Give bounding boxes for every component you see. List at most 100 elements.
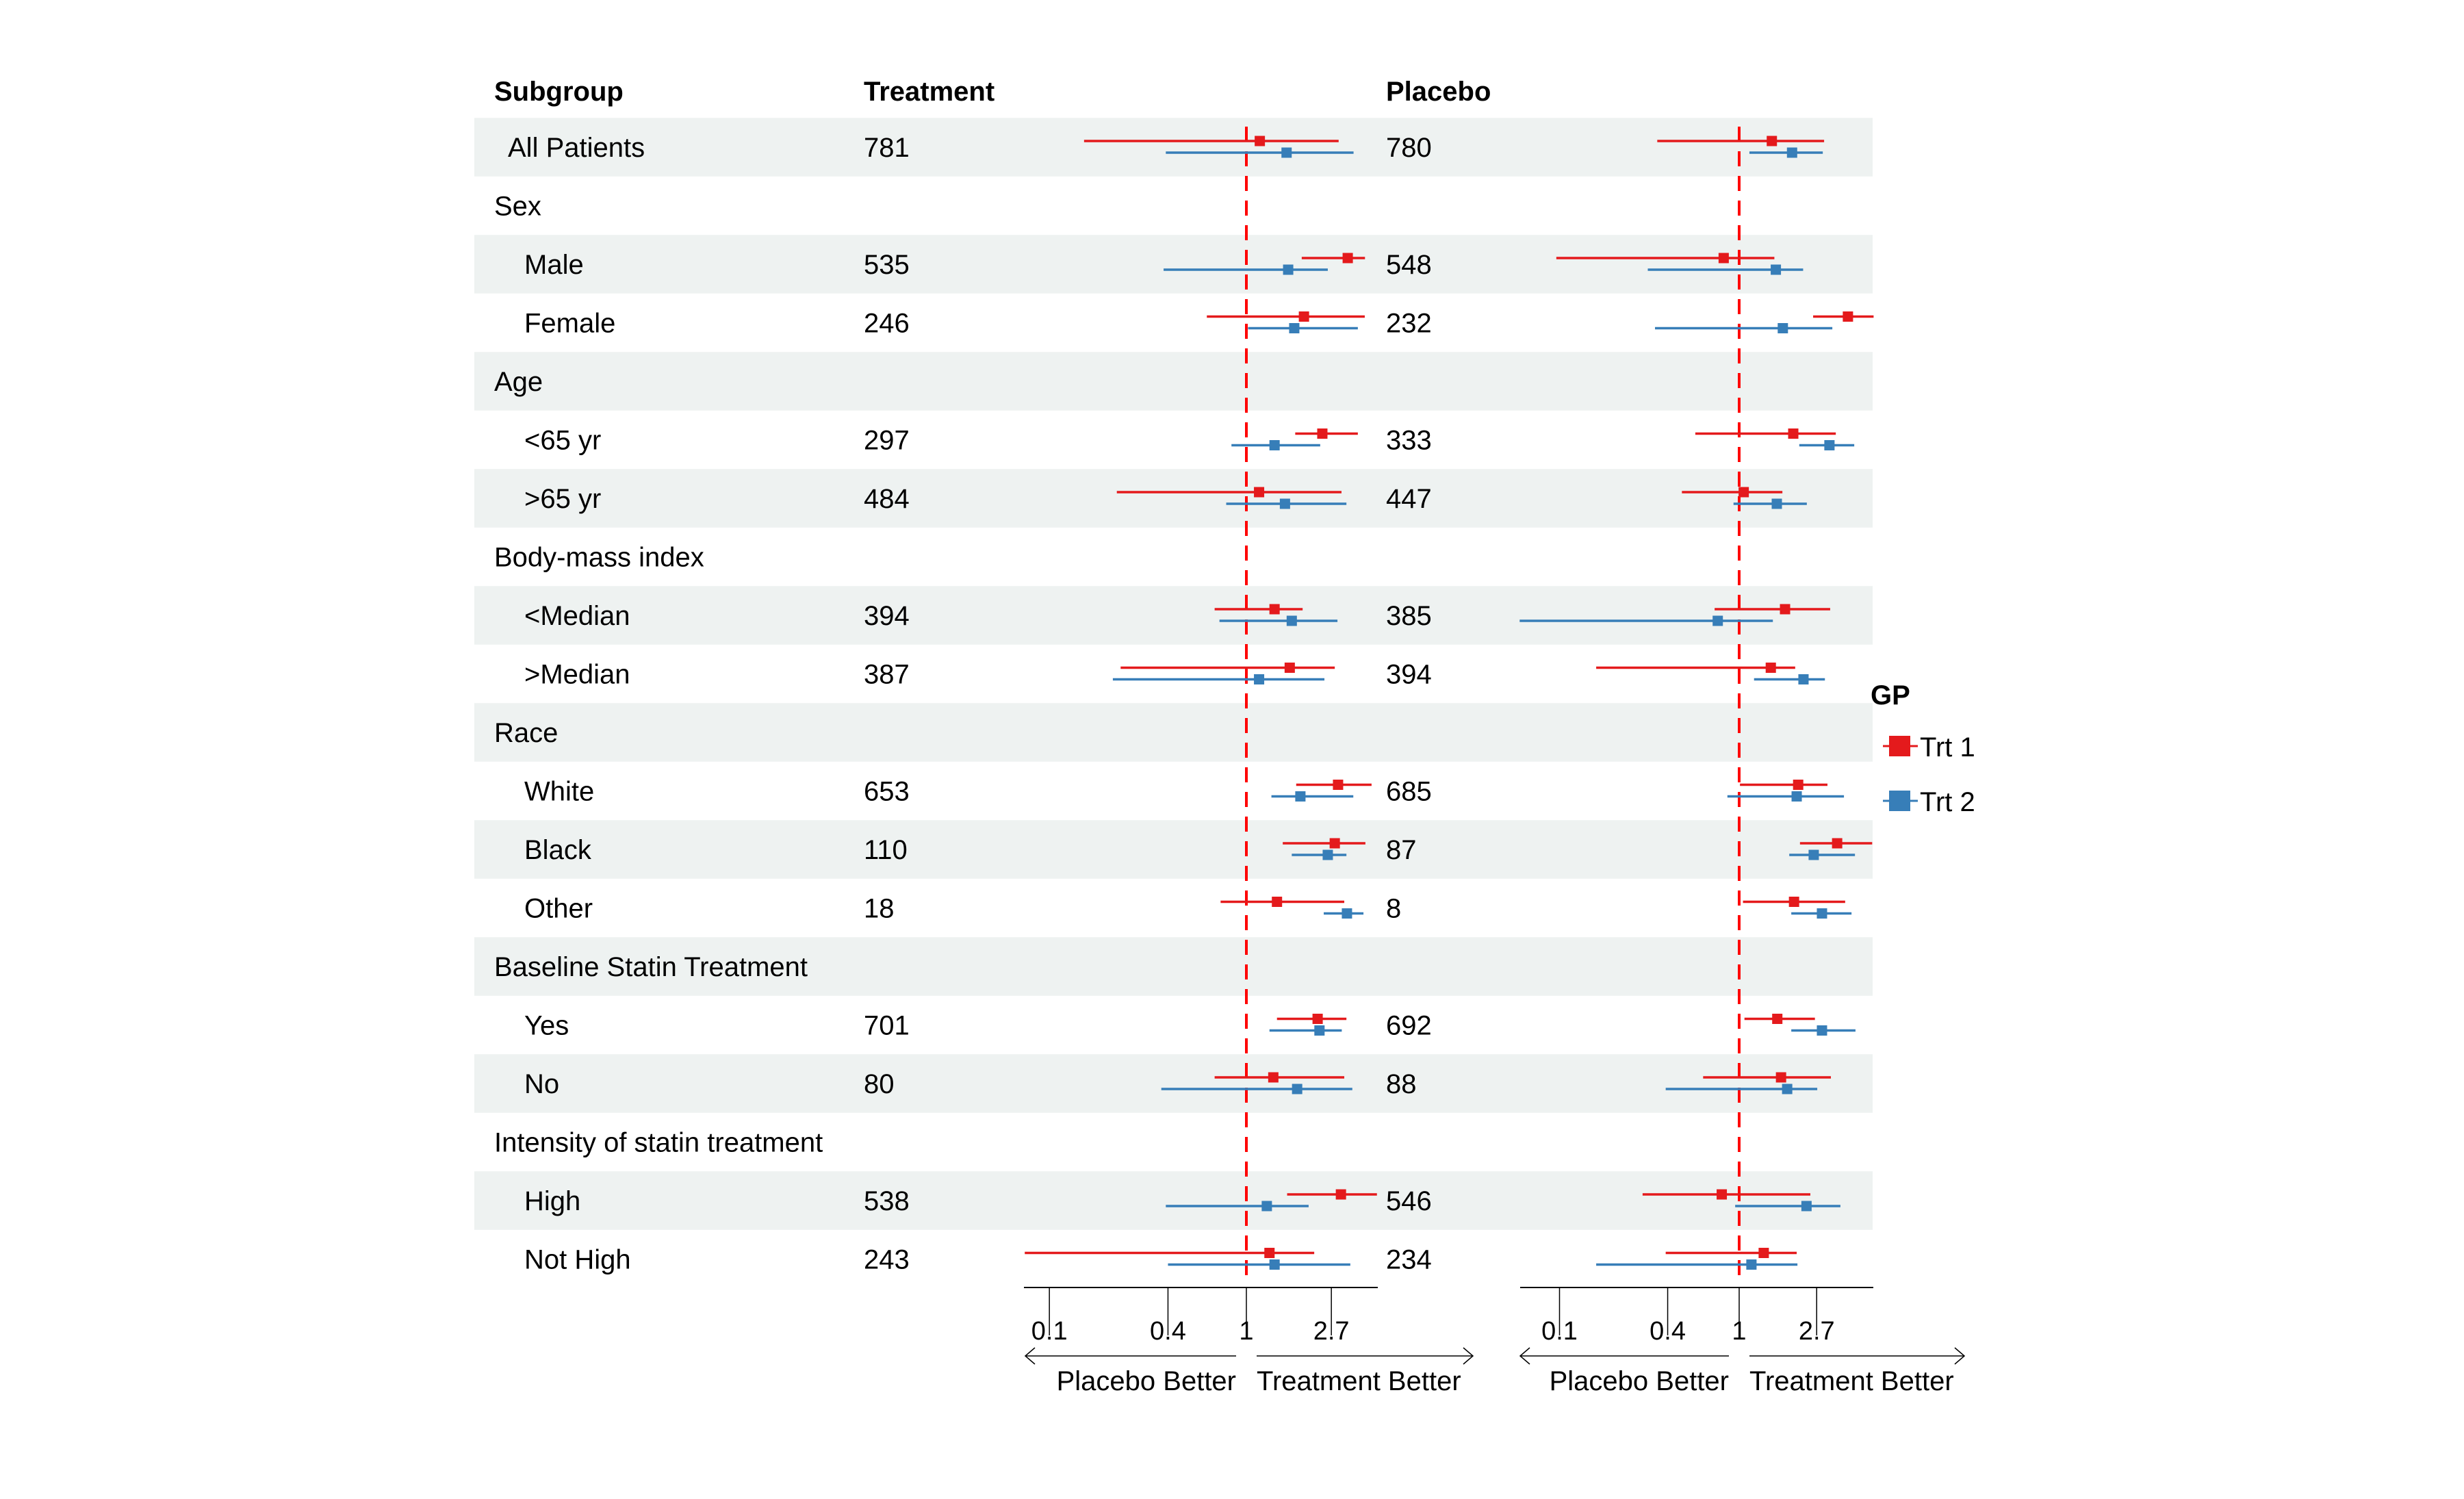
point-estimate-trt2 (1771, 498, 1782, 509)
subgroup-label: Sex (494, 192, 541, 222)
legend-label-trt1: Trt 1 (1920, 732, 1975, 763)
axes: 0.1 0.4 1 2.7 Placebo Better Treatment Better… (1024, 1287, 1966, 1396)
placebo-count: 87 (1386, 835, 1417, 865)
point-estimate-trt2 (1786, 147, 1797, 158)
point-estimate-trt2 (1286, 615, 1297, 626)
row-band (474, 352, 1873, 411)
subgroup-label: Age (494, 367, 543, 397)
point-estimate-trt2 (1261, 1201, 1272, 1212)
row-band (474, 235, 1873, 294)
point-estimate-trt2 (1269, 440, 1280, 450)
point-estimate-trt1 (1718, 253, 1729, 264)
point-estimate-trt2 (1314, 1025, 1325, 1036)
subgroup-label: Yes (524, 1011, 569, 1041)
point-estimate-trt1 (1717, 1189, 1728, 1200)
header-subgroup: Subgroup (494, 77, 624, 107)
point-estimate-trt2 (1283, 264, 1294, 275)
row-text: All Patients 781 780 Sex Male 535 548 Female 246… (494, 133, 1432, 1275)
point-estimate-trt2 (1778, 323, 1788, 333)
legend-swatch-trt1 (1889, 736, 1910, 756)
placebo-count: 385 (1386, 601, 1432, 631)
ci-group-right (1519, 604, 1830, 626)
subgroup-label: Female (524, 309, 615, 339)
row-band (474, 118, 1873, 177)
tick-label: 0.4 (1150, 1317, 1186, 1346)
subgroup-label: Not High (524, 1245, 631, 1275)
legend-entry-trt2: Trt 2 (1883, 787, 1975, 817)
subgroup-label: <Median (524, 601, 630, 631)
placebo-count: 394 (1386, 660, 1432, 690)
ci-group-left (1083, 136, 1354, 158)
placebo-count: 685 (1386, 777, 1432, 807)
treatment-count: 80 (864, 1069, 895, 1099)
point-estimate-trt1 (1264, 1248, 1275, 1258)
point-estimate-trt2 (1279, 498, 1290, 509)
subgroup-label: Race (494, 718, 558, 748)
treatment-count: 701 (864, 1011, 910, 1041)
subgroup-label: High (524, 1186, 580, 1216)
placebo-better-label: Placebo Better (1057, 1366, 1236, 1396)
point-estimate-trt1 (1738, 487, 1749, 498)
header-placebo: Placebo (1386, 77, 1491, 107)
ci-group-right (1655, 311, 1874, 333)
point-estimate-trt2 (1817, 908, 1827, 919)
subgroup-label: Intensity of statin treatment (494, 1128, 823, 1158)
legend-title: GP (1871, 680, 1910, 710)
treatment-count: 387 (864, 660, 910, 690)
point-estimate-trt1 (1272, 897, 1283, 907)
point-estimate-trt1 (1312, 1014, 1323, 1024)
point-estimate-trt2 (1289, 323, 1300, 333)
ci-group-left (1214, 604, 1338, 626)
subgroup-label: White (524, 777, 594, 807)
treatment-count: 110 (864, 835, 908, 865)
point-estimate-trt2 (1281, 147, 1292, 158)
point-estimate-trt2 (1824, 440, 1835, 450)
subgroup-label: <65 yr (524, 426, 601, 456)
arrow-left-head-icon (1024, 1347, 1036, 1365)
point-estimate-trt1 (1793, 780, 1804, 790)
x-axis-right: 0.1 0.4 1 2.7 Placebo Better Treatment Better (1519, 1287, 1966, 1396)
placebo-count: 692 (1386, 1011, 1432, 1041)
subgroup-label: Body-mass index (494, 543, 704, 573)
treatment-count: 535 (864, 250, 910, 280)
point-estimate-trt1 (1284, 663, 1295, 673)
ci-group-left (1231, 428, 1358, 450)
point-estimate-trt2 (1782, 1084, 1793, 1094)
treatment-count: 243 (864, 1245, 910, 1275)
treatment-count: 394 (864, 601, 910, 631)
ci-group-left (1271, 780, 1372, 802)
ci-group-right (1727, 780, 1845, 802)
placebo-better-label: Placebo Better (1550, 1366, 1729, 1396)
point-estimate-trt2 (1798, 674, 1809, 684)
point-estimate-trt2 (1295, 791, 1306, 802)
ci-group-left (1166, 1189, 1377, 1212)
row-bands (474, 118, 1873, 1230)
point-estimate-trt2 (1254, 674, 1265, 684)
subgroup-label: Black (524, 835, 592, 865)
point-estimate-trt1 (1298, 311, 1309, 322)
ci-marks (1025, 136, 1874, 1270)
point-estimate-trt2 (1808, 849, 1819, 860)
placebo-count: 234 (1386, 1245, 1432, 1275)
arrow-right-head-icon (1954, 1347, 1966, 1365)
x-axis-left: 0.1 0.4 1 2.7 Placebo Better Treatment Better (1024, 1287, 1474, 1396)
point-estimate-trt1 (1317, 428, 1328, 439)
placebo-count: 546 (1386, 1186, 1432, 1216)
row-band (474, 937, 1873, 996)
placebo-count: 88 (1386, 1069, 1417, 1099)
point-estimate-trt1 (1333, 780, 1344, 790)
placebo-count: 333 (1386, 426, 1432, 456)
row-band (474, 469, 1873, 528)
arrow-left-head-icon (1519, 1347, 1530, 1365)
placebo-count: 447 (1386, 484, 1432, 514)
tick-label: 0.4 (1650, 1317, 1686, 1346)
subgroup-label: Male (524, 250, 584, 280)
tick-label: 2.7 (1313, 1317, 1350, 1346)
point-estimate-trt1 (1767, 136, 1778, 146)
ci-group-left (1025, 1248, 1350, 1270)
point-estimate-trt2 (1791, 791, 1802, 802)
ci-group-left (1164, 253, 1365, 275)
legend: GP Trt 1 Trt 2 (1871, 680, 1975, 817)
ci-group-left (1112, 663, 1335, 684)
placebo-count: 780 (1386, 133, 1432, 163)
